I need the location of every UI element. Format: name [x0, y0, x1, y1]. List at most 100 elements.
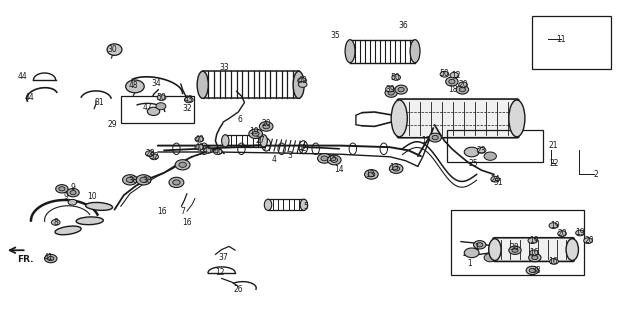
- Text: 1: 1: [474, 243, 479, 252]
- Ellipse shape: [169, 177, 184, 188]
- Ellipse shape: [195, 136, 204, 142]
- Text: 50: 50: [157, 93, 167, 102]
- Text: 42: 42: [298, 144, 308, 153]
- Ellipse shape: [195, 144, 204, 150]
- Ellipse shape: [410, 40, 420, 63]
- Text: 48: 48: [128, 81, 138, 90]
- Ellipse shape: [389, 164, 403, 173]
- Ellipse shape: [464, 248, 479, 258]
- Text: 16: 16: [548, 257, 558, 266]
- Ellipse shape: [123, 175, 137, 185]
- FancyBboxPatch shape: [397, 99, 519, 138]
- Text: 47: 47: [143, 103, 153, 112]
- Text: 34: 34: [151, 79, 161, 88]
- Text: 8: 8: [54, 218, 59, 227]
- Text: 3: 3: [287, 151, 292, 160]
- Ellipse shape: [48, 257, 54, 260]
- Ellipse shape: [300, 199, 308, 211]
- Ellipse shape: [392, 75, 400, 80]
- Text: 13: 13: [389, 164, 399, 172]
- Text: 26: 26: [233, 285, 243, 294]
- Ellipse shape: [368, 172, 374, 177]
- Text: 51: 51: [493, 178, 503, 187]
- Text: 40: 40: [194, 135, 204, 144]
- Ellipse shape: [249, 129, 262, 139]
- Ellipse shape: [45, 254, 57, 263]
- Text: 14: 14: [334, 165, 344, 174]
- Ellipse shape: [327, 155, 341, 165]
- Text: 19: 19: [550, 221, 560, 230]
- Ellipse shape: [222, 135, 229, 147]
- Ellipse shape: [318, 154, 331, 163]
- Ellipse shape: [509, 100, 525, 137]
- Text: FR.: FR.: [17, 255, 34, 264]
- Ellipse shape: [263, 124, 270, 129]
- Ellipse shape: [432, 135, 438, 140]
- Text: 20: 20: [459, 80, 469, 89]
- Ellipse shape: [68, 199, 77, 205]
- Ellipse shape: [179, 162, 186, 167]
- Text: 22: 22: [550, 159, 560, 168]
- Text: 16: 16: [182, 218, 192, 227]
- Text: 45: 45: [203, 146, 213, 155]
- Ellipse shape: [393, 166, 400, 171]
- Text: 44: 44: [18, 72, 28, 81]
- Ellipse shape: [85, 203, 113, 210]
- Ellipse shape: [450, 72, 459, 78]
- Ellipse shape: [395, 85, 407, 94]
- Ellipse shape: [566, 239, 579, 260]
- Ellipse shape: [298, 82, 307, 87]
- Text: 19: 19: [575, 228, 585, 237]
- Ellipse shape: [477, 148, 486, 153]
- Text: 25: 25: [468, 159, 478, 168]
- Ellipse shape: [214, 149, 222, 155]
- Text: 28: 28: [145, 149, 155, 158]
- Ellipse shape: [156, 103, 166, 110]
- Text: 52: 52: [149, 152, 159, 161]
- Ellipse shape: [549, 223, 558, 228]
- Ellipse shape: [489, 239, 501, 260]
- Ellipse shape: [321, 156, 328, 161]
- Ellipse shape: [55, 226, 81, 235]
- Text: 21: 21: [548, 141, 558, 150]
- Text: 43: 43: [184, 95, 194, 104]
- Text: 27: 27: [256, 136, 266, 145]
- Ellipse shape: [204, 148, 212, 153]
- Text: 50: 50: [391, 73, 400, 82]
- Text: 9: 9: [63, 192, 68, 201]
- Ellipse shape: [512, 248, 518, 252]
- Ellipse shape: [474, 241, 486, 249]
- Text: 2: 2: [593, 170, 598, 179]
- Text: 39: 39: [385, 85, 395, 94]
- Ellipse shape: [584, 238, 592, 244]
- Text: 38: 38: [531, 266, 541, 275]
- Text: 38: 38: [128, 176, 138, 185]
- Text: 16: 16: [157, 207, 167, 216]
- Text: 36: 36: [398, 21, 408, 30]
- Ellipse shape: [260, 135, 267, 147]
- FancyBboxPatch shape: [493, 238, 574, 261]
- Text: 20: 20: [584, 236, 594, 245]
- Ellipse shape: [365, 170, 378, 179]
- Ellipse shape: [550, 259, 558, 264]
- Text: 12: 12: [215, 268, 225, 277]
- Text: 29: 29: [108, 120, 118, 129]
- Text: 7: 7: [180, 207, 185, 216]
- Text: 30: 30: [107, 45, 117, 54]
- Ellipse shape: [345, 40, 355, 63]
- Text: 5: 5: [303, 202, 308, 211]
- Ellipse shape: [484, 253, 496, 262]
- Text: 20: 20: [261, 119, 271, 128]
- Ellipse shape: [529, 253, 541, 262]
- Ellipse shape: [446, 77, 458, 86]
- Text: 41: 41: [44, 253, 54, 262]
- Text: 1: 1: [467, 260, 472, 268]
- Ellipse shape: [253, 131, 259, 136]
- Ellipse shape: [147, 107, 160, 116]
- Ellipse shape: [386, 86, 394, 92]
- Ellipse shape: [449, 79, 455, 84]
- Ellipse shape: [259, 122, 273, 131]
- Text: 23: 23: [477, 146, 487, 155]
- Text: 37: 37: [218, 253, 228, 262]
- Bar: [121, 96, 194, 123]
